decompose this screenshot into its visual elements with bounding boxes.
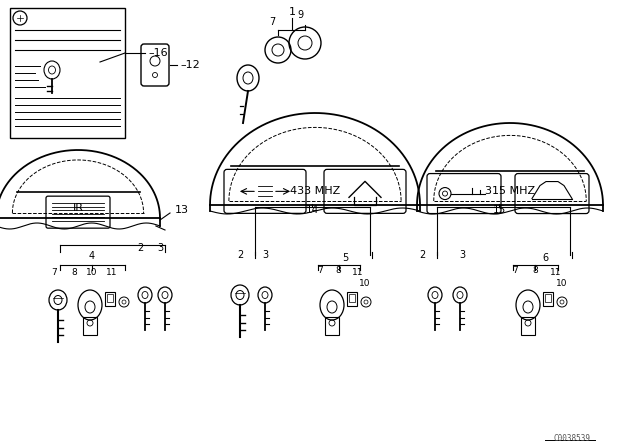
Text: 7: 7 (51, 267, 57, 276)
Text: C0038539: C0038539 (553, 434, 590, 443)
Text: 5: 5 (342, 253, 348, 263)
Text: 10: 10 (359, 279, 371, 288)
Bar (107, 294, 113, 302)
Bar (521, 317, 535, 335)
Text: 8: 8 (335, 266, 341, 275)
Text: 15: 15 (492, 205, 506, 215)
Bar (543, 292, 553, 306)
Text: 315 MHZ: 315 MHZ (485, 186, 535, 196)
Text: 13: 13 (175, 205, 189, 215)
Text: 433 MHZ: 433 MHZ (290, 186, 340, 196)
Text: IR: IR (72, 203, 83, 213)
Text: 1: 1 (289, 7, 296, 17)
Text: 10: 10 (556, 279, 568, 288)
Text: 11: 11 (550, 267, 562, 276)
Text: 2: 2 (419, 250, 425, 260)
Text: 9: 9 (297, 10, 303, 20)
Bar (105, 292, 115, 306)
Text: 7: 7 (317, 266, 323, 275)
Text: 2: 2 (137, 243, 143, 253)
Bar (10, 8, 125, 138)
Bar (349, 294, 355, 302)
Text: 7: 7 (269, 17, 275, 27)
Text: 7: 7 (512, 266, 518, 275)
Bar (83, 317, 97, 335)
Text: 8: 8 (71, 267, 77, 276)
Text: 11: 11 (352, 267, 364, 276)
Bar (545, 294, 551, 302)
Text: 3: 3 (459, 250, 465, 260)
Text: 3: 3 (262, 250, 268, 260)
Text: –12: –12 (180, 60, 200, 70)
Text: 6: 6 (542, 253, 548, 263)
Text: 8: 8 (532, 266, 538, 275)
Text: 2: 2 (237, 250, 243, 260)
Text: 10: 10 (86, 267, 98, 276)
Text: 3: 3 (157, 243, 163, 253)
Bar (325, 317, 339, 335)
Text: –16: –16 (148, 48, 168, 58)
Text: 14: 14 (305, 205, 319, 215)
Bar (347, 292, 357, 306)
Text: 11: 11 (106, 267, 118, 276)
Text: 4: 4 (89, 251, 95, 261)
